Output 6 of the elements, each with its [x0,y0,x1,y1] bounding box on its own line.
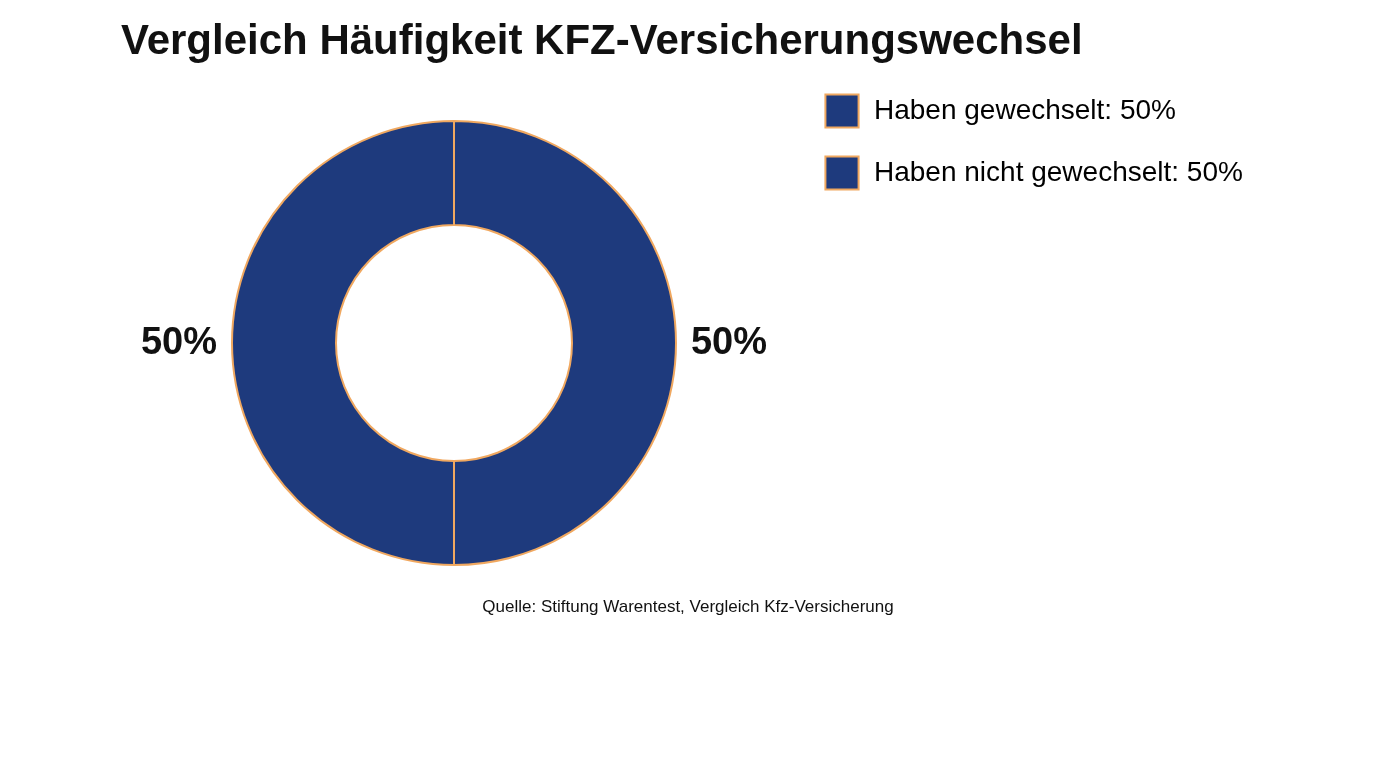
source-note: Quelle: Stiftung Warentest, Vergleich Kfz-Versicherung [481,597,895,617]
legend-label: Haben nicht gewechselt: 50% [874,156,1243,187]
chart-title: Vergleich Häufigkeit KFZ-Versicherungswechsel [120,16,1083,63]
legend-label: Haben gewechselt: 50% [874,94,1176,125]
data-label: 50% [140,320,218,362]
data-label: 50% [690,320,768,362]
